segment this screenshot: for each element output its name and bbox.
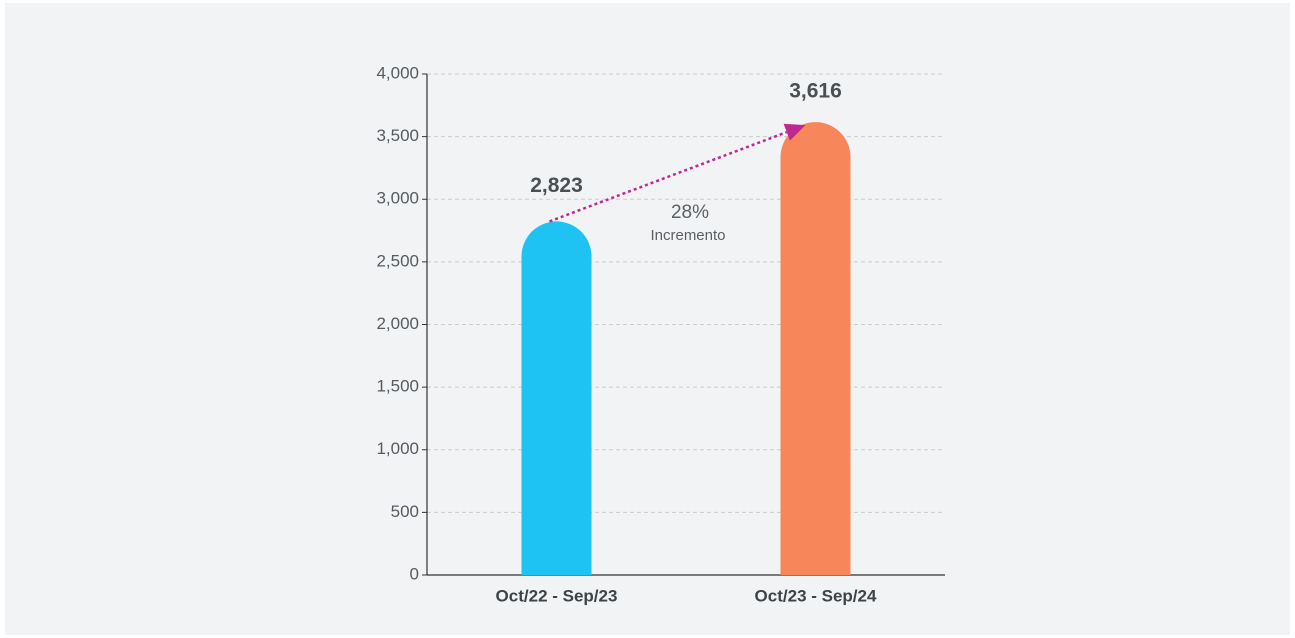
y-tick-label: 3,500 <box>376 126 419 145</box>
arrow-line <box>549 130 788 223</box>
annotation-value: 28% <box>671 202 709 223</box>
value-label: 2,823 <box>530 174 583 197</box>
arrow-head <box>783 123 806 141</box>
y-tick-label: 2,500 <box>376 251 419 270</box>
annotation-text: Incremento <box>650 227 725 244</box>
value-label: 3,616 <box>789 80 842 103</box>
y-tick-label: 1,000 <box>376 439 419 458</box>
bar <box>521 221 592 575</box>
y-tick-label: 3,000 <box>376 189 419 208</box>
y-tick-label: 1,500 <box>376 377 419 396</box>
y-tick-label: 0 <box>410 564 419 583</box>
bar <box>780 122 851 575</box>
panel <box>5 3 1290 635</box>
y-tick-label: 2,000 <box>376 314 419 333</box>
y-tick-label: 500 <box>391 502 419 521</box>
y-tick-label: 4,000 <box>376 63 419 82</box>
x-tick-label: Oct/23 - Sep/24 <box>755 586 877 605</box>
x-tick-label: Oct/22 - Sep/23 <box>496 586 618 605</box>
